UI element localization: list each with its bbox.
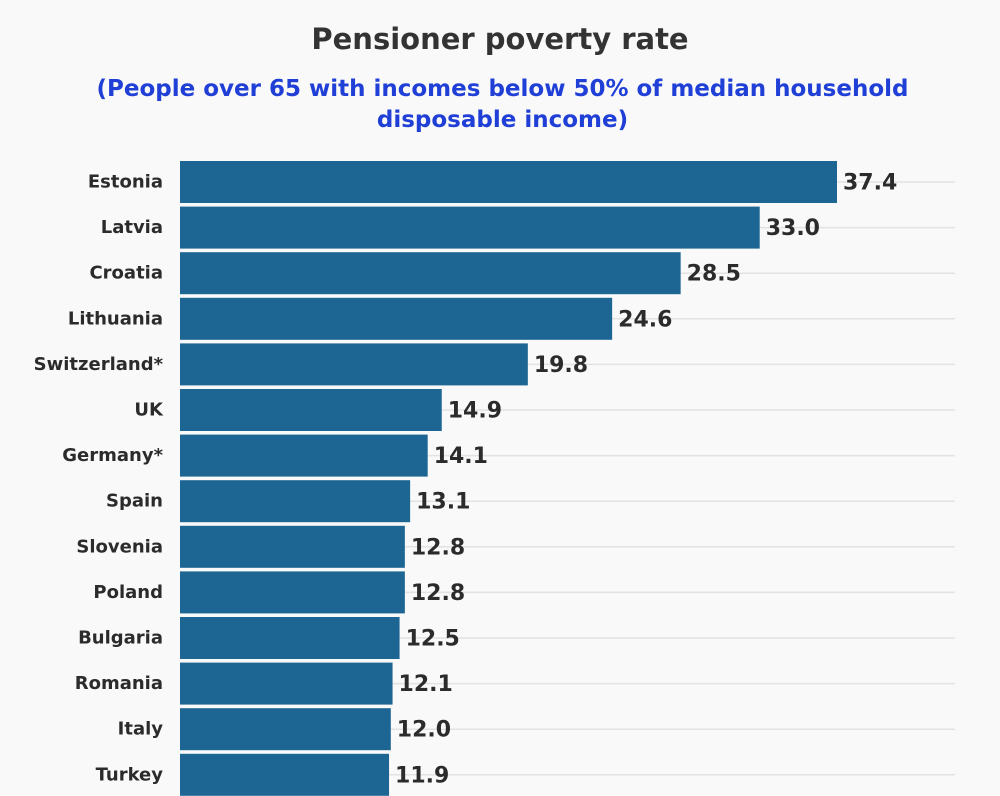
value-label: 12.1	[399, 672, 453, 697]
category-label: Switzerland*	[34, 354, 164, 375]
value-label: 13.1	[416, 490, 470, 515]
value-label: 11.9	[395, 763, 449, 788]
bar-spain	[180, 480, 411, 523]
bar-uk	[180, 389, 442, 431]
bar-bulgaria	[180, 617, 400, 659]
bar-slovenia	[180, 525, 405, 568]
value-label: 12.0	[397, 718, 451, 743]
chart-title: Pensioner poverty rate	[311, 22, 689, 56]
category-label: Spain	[106, 491, 163, 512]
value-label: 14.9	[448, 399, 502, 424]
bar-turkey	[180, 753, 390, 796]
value-label: 37.4	[843, 171, 897, 196]
chart-subtitle: (People over 65 with incomes below 50% o…	[96, 76, 909, 133]
bar-romania	[180, 662, 393, 705]
category-label: Germany*	[62, 445, 163, 466]
value-label: 12.8	[411, 581, 465, 606]
category-label: Slovenia	[76, 536, 163, 557]
value-label: 24.6	[618, 307, 672, 332]
category-label: Turkey	[96, 764, 164, 785]
value-label: 14.1	[434, 444, 488, 469]
value-label: 33.0	[766, 216, 820, 241]
bar-croatia	[180, 252, 681, 295]
category-label: Italy	[118, 719, 164, 740]
category-label: Poland	[93, 582, 163, 603]
value-label: 28.5	[687, 262, 741, 287]
category-label: Bulgaria	[78, 628, 163, 649]
bar-poland	[180, 571, 405, 614]
bar-germany	[180, 434, 428, 477]
bar-switzerland	[180, 343, 528, 386]
category-label: Latvia	[101, 217, 163, 238]
bar-italy	[180, 708, 391, 751]
value-label: 12.8	[411, 535, 465, 560]
bars	[180, 161, 837, 796]
value-label: 12.5	[406, 627, 460, 652]
bar-lithuania	[180, 297, 613, 340]
labels: Estonia 37.4 Latvia 33.0 Croatia 28.5 Lithuani…	[34, 171, 898, 789]
category-label: Estonia	[88, 172, 163, 193]
category-label: Lithuania	[68, 308, 163, 329]
category-label: Romania	[75, 673, 163, 694]
category-label: UK	[134, 400, 164, 421]
value-label: 19.8	[534, 353, 588, 378]
bar-estonia	[180, 161, 837, 203]
bar-latvia	[180, 206, 760, 249]
category-label: Croatia	[89, 263, 163, 284]
